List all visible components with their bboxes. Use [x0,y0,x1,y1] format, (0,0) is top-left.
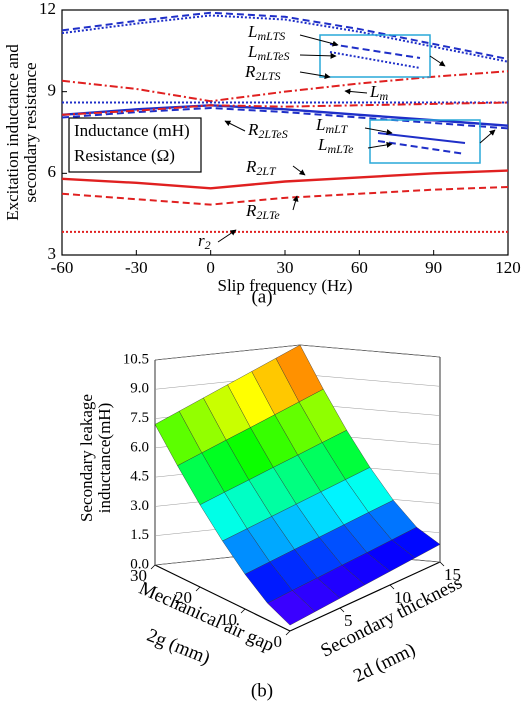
y-axis-label: 2d (mm) [350,639,418,687]
z-tick-label: 7.5 [130,410,149,426]
series-label: R2LTe [245,201,280,222]
series-label: LmLT [315,115,349,136]
y-tick-label: 12 [39,0,56,18]
series-label: R2LTeS [247,120,288,141]
grid-line [299,344,441,358]
label-arrow [364,127,393,135]
label-arrow [292,165,306,176]
series-label: Lm [369,82,388,103]
z-tick-label: 9.0 [130,381,149,397]
x-tick-label: 0 [206,258,215,277]
series-line [61,11,509,60]
z-axis-label: inductance(mH) [95,403,114,513]
axis-line [289,561,441,632]
grid-line [154,344,301,361]
label-arrow [299,34,339,47]
label-arrow [224,120,246,132]
panel-label: (a) [251,286,272,307]
inset-line [329,43,421,59]
x-tick-label: 90 [425,258,442,277]
series-line [61,70,509,103]
y-tick [339,607,345,613]
arrow [429,55,446,67]
label-arrow [299,52,337,59]
z-tick-label: 1.5 [130,527,149,543]
x-tick-label: 0 [274,632,283,651]
series-label: LmLTe [317,135,354,156]
series-line [61,185,509,206]
inset-line [377,132,466,144]
y-tick-label: 3 [48,244,57,263]
series-line [61,169,509,190]
inset-box [319,34,431,78]
label-arrow [299,71,331,80]
inset-line [377,140,466,155]
label-arrow [367,141,393,149]
series-label: R2LTS [244,62,281,83]
y-axis-label: secondary resistance [21,62,40,202]
series-line [61,14,509,63]
series-line [61,106,509,130]
x-tick-label: 60 [351,258,368,277]
y-tick-label: 5 [344,611,353,630]
y-axis-label: Excitation inductance and [3,44,22,221]
series-label: r2 [198,231,211,252]
x-tick-label: -60 [51,258,74,277]
panel-label: (b) [251,680,273,701]
x-tick [240,608,246,614]
z-tick-label: 0.0 [130,556,149,572]
annotation-box [68,117,202,173]
x-tick [285,630,291,636]
x-tick-label: 20 [175,588,192,607]
y-tick-label: 15 [444,565,461,584]
series-label: LmLTS [247,22,285,43]
x-tick-label: 30 [277,258,294,277]
inset-box [369,119,481,164]
z-tick-label: 6.0 [130,439,149,455]
annotation: Resistance (Ω) [74,146,175,165]
x-tick-label: 120 [495,258,521,277]
series-line [61,101,509,116]
series-label: LmLTeS [247,42,289,63]
grid-line [299,374,441,387]
x-tick-label: 10 [220,610,237,629]
inset-line [329,51,421,69]
label-arrow [292,195,299,211]
z-tick-label: 10.5 [123,351,149,367]
x-tick-label: 30 [130,566,147,585]
x-axis-label: Slip frequency (Hz) [217,276,352,295]
z-tick-label: 3.0 [130,498,149,514]
x-tick [150,564,156,570]
surface-patch [267,590,316,626]
arrow [479,129,496,144]
x-axis-label: 2g (mm) [144,625,213,669]
series-label: R2LT [245,157,277,178]
z-axis-label: Secondary leakage [77,394,96,522]
z-tick-label: 4.5 [130,469,149,485]
y-tick-label: 9 [48,81,57,100]
label-arrow [344,88,368,95]
label-arrow [217,229,237,243]
x-tick-label: -30 [125,258,148,277]
x-tick [195,586,201,592]
y-tick-label: 6 [48,162,57,181]
y-tick [389,584,395,590]
y-tick-label: 10 [394,588,411,607]
annotation: Inductance (mH) [74,121,190,140]
y-tick [439,561,445,567]
axis-line [154,564,291,632]
